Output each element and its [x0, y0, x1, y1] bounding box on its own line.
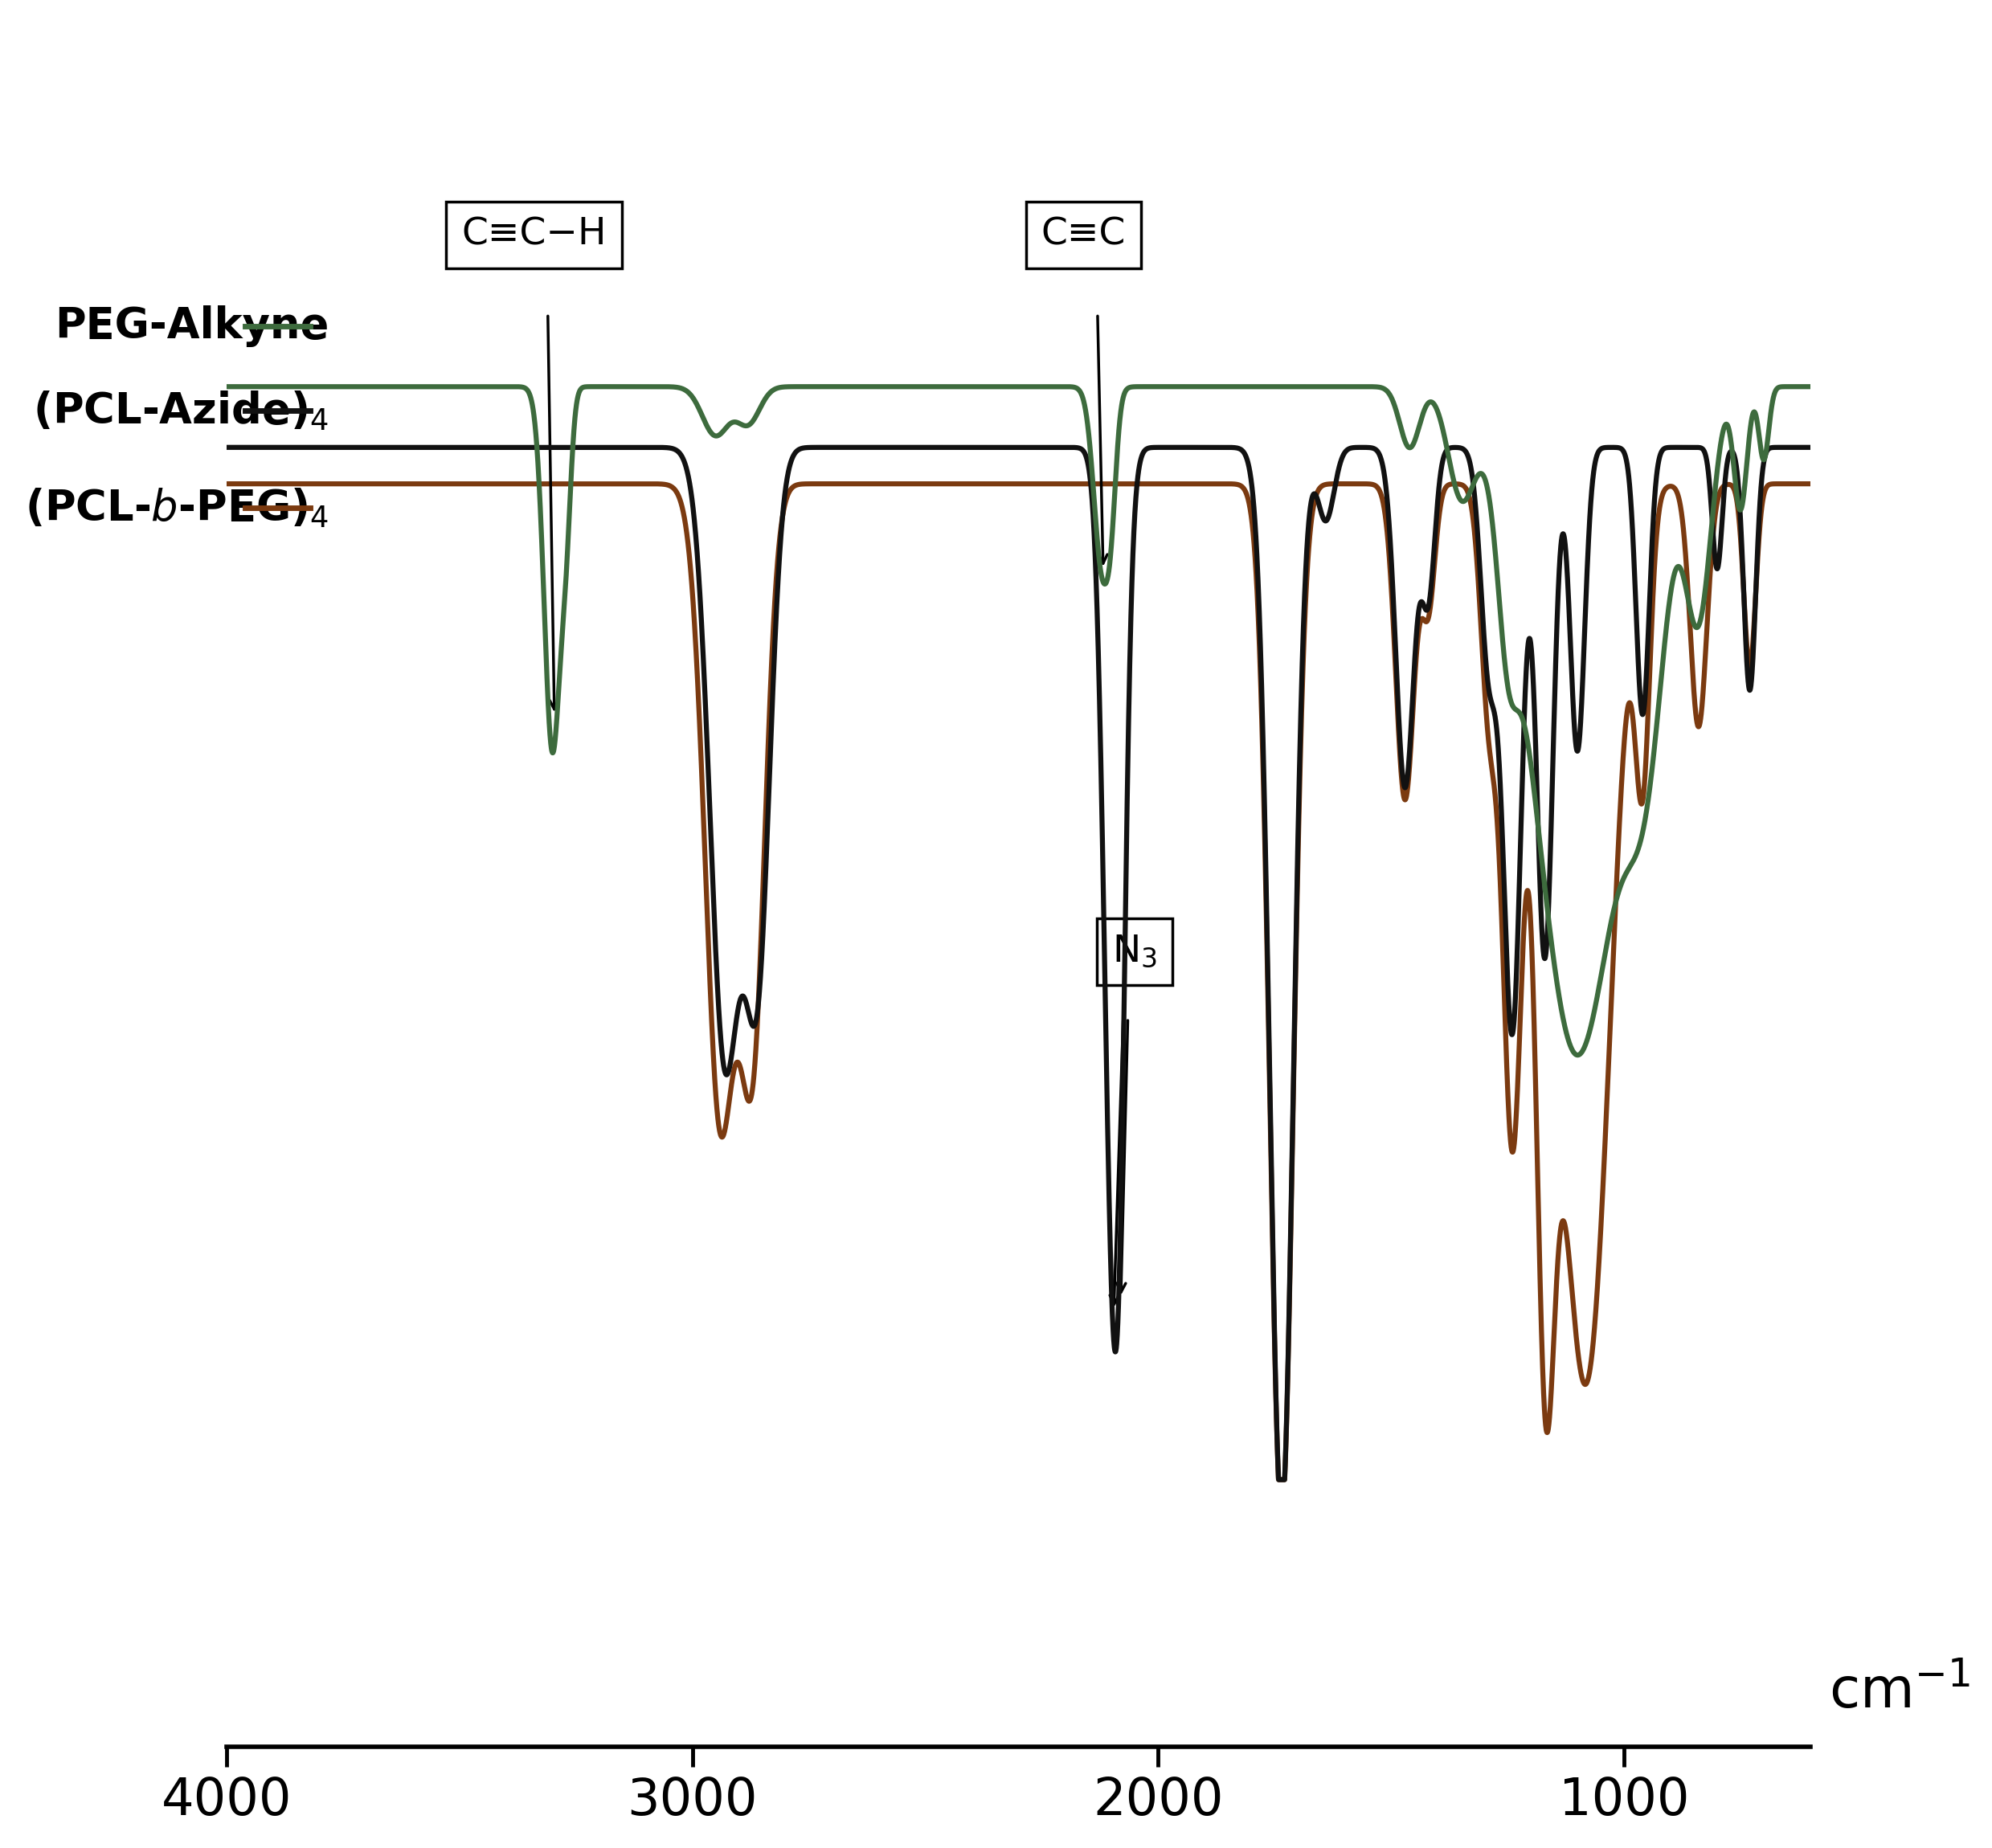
Text: (PCL-$b$-PEG)$_4$: (PCL-$b$-PEG)$_4$: [26, 486, 329, 530]
Text: (PCL-Azide)$_4$: (PCL-Azide)$_4$: [34, 390, 329, 432]
Text: cm$^{-1}$: cm$^{-1}$: [1829, 1665, 1970, 1719]
Text: C≡C: C≡C: [1042, 216, 1125, 253]
Text: N$_3$: N$_3$: [1112, 933, 1157, 970]
Text: C≡C−H: C≡C−H: [462, 216, 606, 253]
Text: PEG-Alkyne: PEG-Alkyne: [54, 305, 329, 347]
